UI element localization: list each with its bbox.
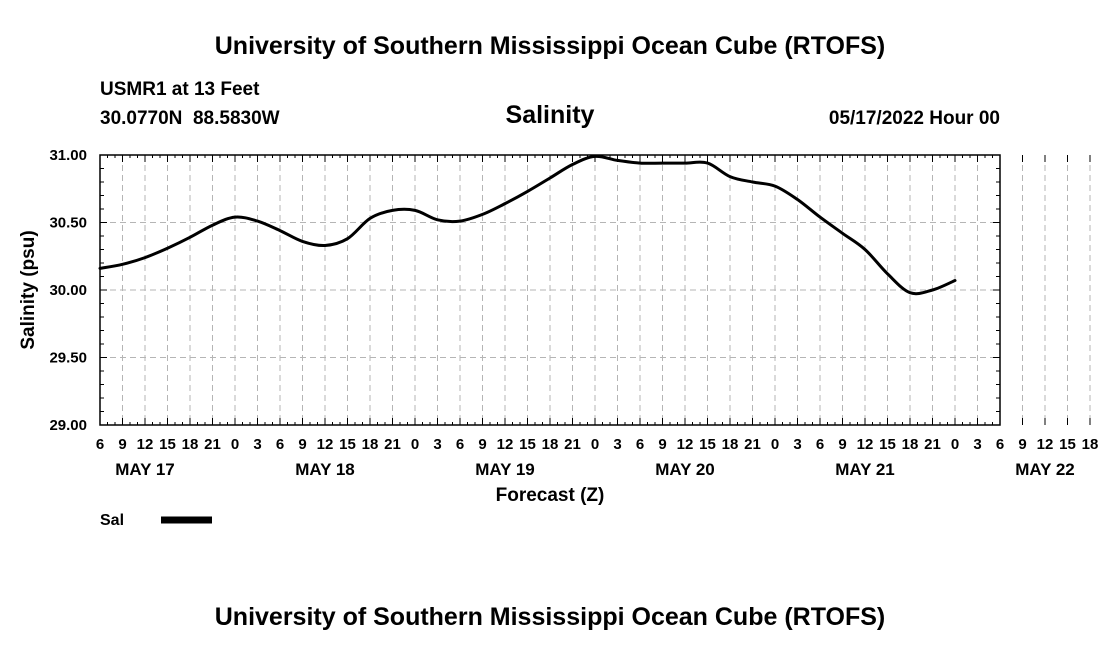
hour-tick-label: 0 [771, 436, 779, 453]
hour-tick-label: 18 [182, 436, 199, 453]
day-label: MAY 21 [835, 460, 895, 479]
day-label: MAY 18 [295, 460, 355, 479]
hour-tick-label: 15 [159, 436, 176, 453]
series-line-sal [98, 154, 957, 296]
hour-tick-label: 0 [231, 436, 239, 453]
hour-tick-label: 0 [951, 436, 959, 453]
hour-tick-label: 12 [677, 436, 694, 453]
chart-title: Salinity [506, 101, 595, 129]
hour-tick-label: 12 [857, 436, 874, 453]
hour-tick-label: 12 [137, 436, 154, 453]
hour-tick-label: 3 [613, 436, 621, 453]
day-label: MAY 19 [475, 460, 535, 479]
hour-tick-label: 3 [793, 436, 801, 453]
hour-tick-label: 6 [96, 436, 104, 453]
y-tick-label: 29.00 [49, 417, 87, 434]
hour-tick-label: 0 [411, 436, 419, 453]
day-label: MAY 17 [115, 460, 175, 479]
plot-frame [99, 154, 1001, 426]
hour-tick-label: 9 [478, 436, 486, 453]
hour-tick-label: 6 [816, 436, 824, 453]
series-layer [98, 154, 957, 296]
hour-tick-label: 12 [1037, 436, 1054, 453]
hour-tick-label: 18 [1082, 436, 1099, 453]
hour-tick-label: 15 [519, 436, 536, 453]
hour-tick-label: 21 [744, 436, 761, 453]
hour-tick-label: 15 [879, 436, 896, 453]
legend-label: Sal [100, 512, 124, 529]
y-axis-title: Salinity (psu) [18, 230, 39, 349]
day-label: MAY 22 [1015, 460, 1075, 479]
hour-tick-label: 21 [204, 436, 221, 453]
y-tick-label: 30.00 [49, 282, 87, 299]
hour-tick-label: 3 [973, 436, 981, 453]
axis-labels: 6 9 12 15 18 21 0 3 6 9 12 15 18 21 0 3 6 9 12 15 18 21 0 3 6 9 12… [49, 147, 1099, 479]
hour-tick-label: 18 [902, 436, 919, 453]
hour-tick-label: 3 [433, 436, 441, 453]
hour-tick-label: 21 [924, 436, 941, 453]
hour-tick-label: 6 [996, 436, 1004, 453]
y-tick-label: 31.00 [49, 147, 87, 164]
station-coords: 30.0770N 88.5830W [100, 108, 280, 129]
hour-tick-label: 18 [362, 436, 379, 453]
hour-tick-label: 12 [497, 436, 514, 453]
page-title: University of Southern Mississippi Ocean… [215, 32, 885, 60]
hour-tick-label: 0 [591, 436, 599, 453]
hour-tick-label: 9 [118, 436, 126, 453]
legend: Sal [100, 512, 212, 529]
x-axis-title: Forecast (Z) [496, 485, 605, 506]
hour-tick-label: 9 [298, 436, 306, 453]
hour-tick-label: 6 [276, 436, 284, 453]
hour-tick-label: 6 [456, 436, 464, 453]
hour-tick-label: 9 [1018, 436, 1026, 453]
hour-tick-label: 18 [542, 436, 559, 453]
y-tick-label: 29.50 [49, 350, 87, 367]
hour-tick-label: 3 [253, 436, 261, 453]
hour-tick-label: 18 [722, 436, 739, 453]
hour-tick-label: 6 [636, 436, 644, 453]
station-name: USMR1 at 13 Feet [100, 79, 260, 100]
hour-tick-label: 15 [1059, 436, 1076, 453]
hour-tick-label: 9 [658, 436, 666, 453]
footer-title: University of Southern Mississippi Ocean… [215, 603, 885, 631]
day-label: MAY 20 [655, 460, 715, 479]
forecast-date: 05/17/2022 Hour 00 [829, 108, 1000, 129]
hour-tick-label: 12 [317, 436, 334, 453]
hour-tick-label: 15 [699, 436, 716, 453]
y-tick-label: 30.50 [49, 215, 87, 232]
hour-tick-label: 9 [838, 436, 846, 453]
hour-tick-label: 21 [384, 436, 401, 453]
grid-lines [100, 155, 1091, 425]
hour-tick-label: 15 [339, 436, 356, 453]
hour-tick-label: 21 [564, 436, 581, 453]
